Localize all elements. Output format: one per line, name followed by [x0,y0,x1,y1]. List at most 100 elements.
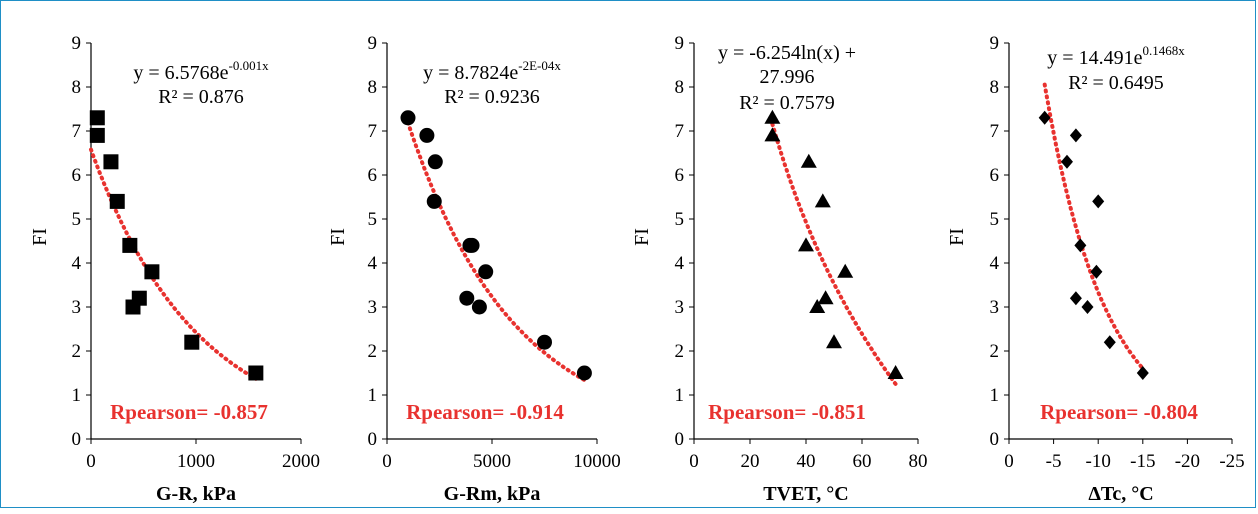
y-axis-title: FI [327,228,349,246]
y-tick-label: 0 [990,429,1000,450]
y-tick-label: 5 [72,209,82,230]
trendline-equation: y = 14.491e0.1468x [1047,43,1185,69]
pearson-label: Rpearson= -0.857 [110,400,268,424]
x-tick-label: 5000 [473,451,511,472]
y-tick-label: 2 [368,341,378,362]
x-tick-label: -10 [1086,451,1111,472]
data-point [89,110,105,126]
x-tick-label: 20 [741,451,760,472]
y-axis-title: FI [946,228,968,246]
y-tick-label: 3 [368,297,378,318]
data-point [1092,194,1105,209]
y-tick-label: 7 [368,121,378,142]
data-point [814,193,831,208]
y-tick-label: 3 [72,297,82,318]
x-tick-label: 0 [689,451,699,472]
data-point [459,290,475,306]
y-tick-label: 0 [72,429,82,450]
data-point [471,299,487,315]
y-tick-label: 7 [990,121,1000,142]
r-squared-label: R² = 0.6495 [1068,72,1164,94]
r-squared-label: R² = 0.9236 [444,86,540,108]
chart-panel-g-r: FI G-R, kPa y = 6.5768e-0.001x R² = 0.87… [29,33,320,505]
data-point [109,193,125,209]
x-tick-label: -15 [1130,451,1155,472]
data-point [103,154,119,170]
pearson-label: Rpearson= -0.914 [406,400,564,424]
y-tick-label: 9 [72,33,82,54]
y-tick-label: 1 [990,385,1000,406]
y-tick-label: 4 [675,253,685,274]
y-tick-label: 6 [368,165,378,186]
y-tick-label: 6 [675,165,685,186]
data-point [764,109,781,124]
y-tick-label: 4 [72,253,82,274]
data-point [1103,335,1116,350]
y-tick-label: 1 [675,385,685,406]
data-point [1038,110,1051,125]
y-tick-label: 9 [990,33,1000,54]
data-point [464,237,480,253]
y-tick-label: 8 [72,77,82,98]
x-tick-label: 40 [797,451,816,472]
data-point [426,193,442,209]
data-point [1090,264,1103,279]
x-tick-label: -20 [1175,451,1200,472]
x-tick-label: 0 [382,451,392,472]
y-tick-label: 4 [368,253,378,274]
x-tick-label: 0 [1004,451,1014,472]
y-tick-label: 2 [990,341,1000,362]
trendline [89,147,258,381]
trendline-equation: y = 6.5768e-0.001x [133,58,269,84]
data-point [798,237,814,252]
data-point [1069,128,1082,143]
r-squared-label: R² = 0.876 [158,86,244,108]
data-point [800,153,817,168]
y-tick-label: 6 [72,165,82,186]
chart-panel-g-rm: FI G-Rm, kPa y = 8.7824e-2E-04x R² = 0.9… [327,33,621,505]
y-axis-title: FI [631,228,653,246]
data-point [419,127,435,143]
data-point [248,365,264,381]
data-point [1074,238,1087,253]
y-axis-title: FI [29,228,51,246]
x-tick-label: 80 [909,451,928,472]
data-point [764,127,781,142]
x-tick-label: 1000 [177,451,215,472]
y-tick-label: 1 [72,385,82,406]
trendline-equation: y = -6.254ln(x) +27.996 [718,42,856,88]
data-point [1081,300,1094,314]
x-axis-title: ΔTc, °C [1088,483,1153,505]
y-tick-label: 4 [990,253,1000,274]
x-tick-label: 60 [853,451,872,472]
y-tick-label: 8 [990,77,1000,98]
data-point [400,110,416,126]
trendline [1042,82,1145,371]
data-point [826,334,842,349]
y-tick-label: 5 [675,209,685,230]
y-tick-label: 5 [368,209,378,230]
y-tick-label: 9 [675,33,685,54]
y-tick-label: 3 [675,297,685,318]
data-point [89,127,105,143]
data-point [478,264,494,280]
x-tick-label: 10000 [573,451,621,472]
y-tick-label: 5 [990,209,1000,230]
y-tick-label: 7 [675,121,685,142]
data-point [1136,366,1149,380]
y-tick-label: 0 [368,429,378,450]
x-tick-label: 2000 [282,451,320,472]
y-tick-label: 9 [368,33,378,54]
x-tick-label: -25 [1219,451,1244,472]
x-tick-label: -5 [1046,451,1062,472]
x-axis-title: TVET, °C [763,483,848,505]
y-tick-label: 6 [990,165,1000,186]
data-point [427,154,443,170]
data-point [887,365,904,379]
data-point [1069,291,1082,306]
pearson-label: Rpearson= -0.851 [708,400,866,424]
chart-panel-tvet: FI TVET, °C y = -6.254ln(x) +27.996 R² =… [631,33,928,505]
trendline-equation: y = 8.7824e-2E-04x [423,58,561,84]
